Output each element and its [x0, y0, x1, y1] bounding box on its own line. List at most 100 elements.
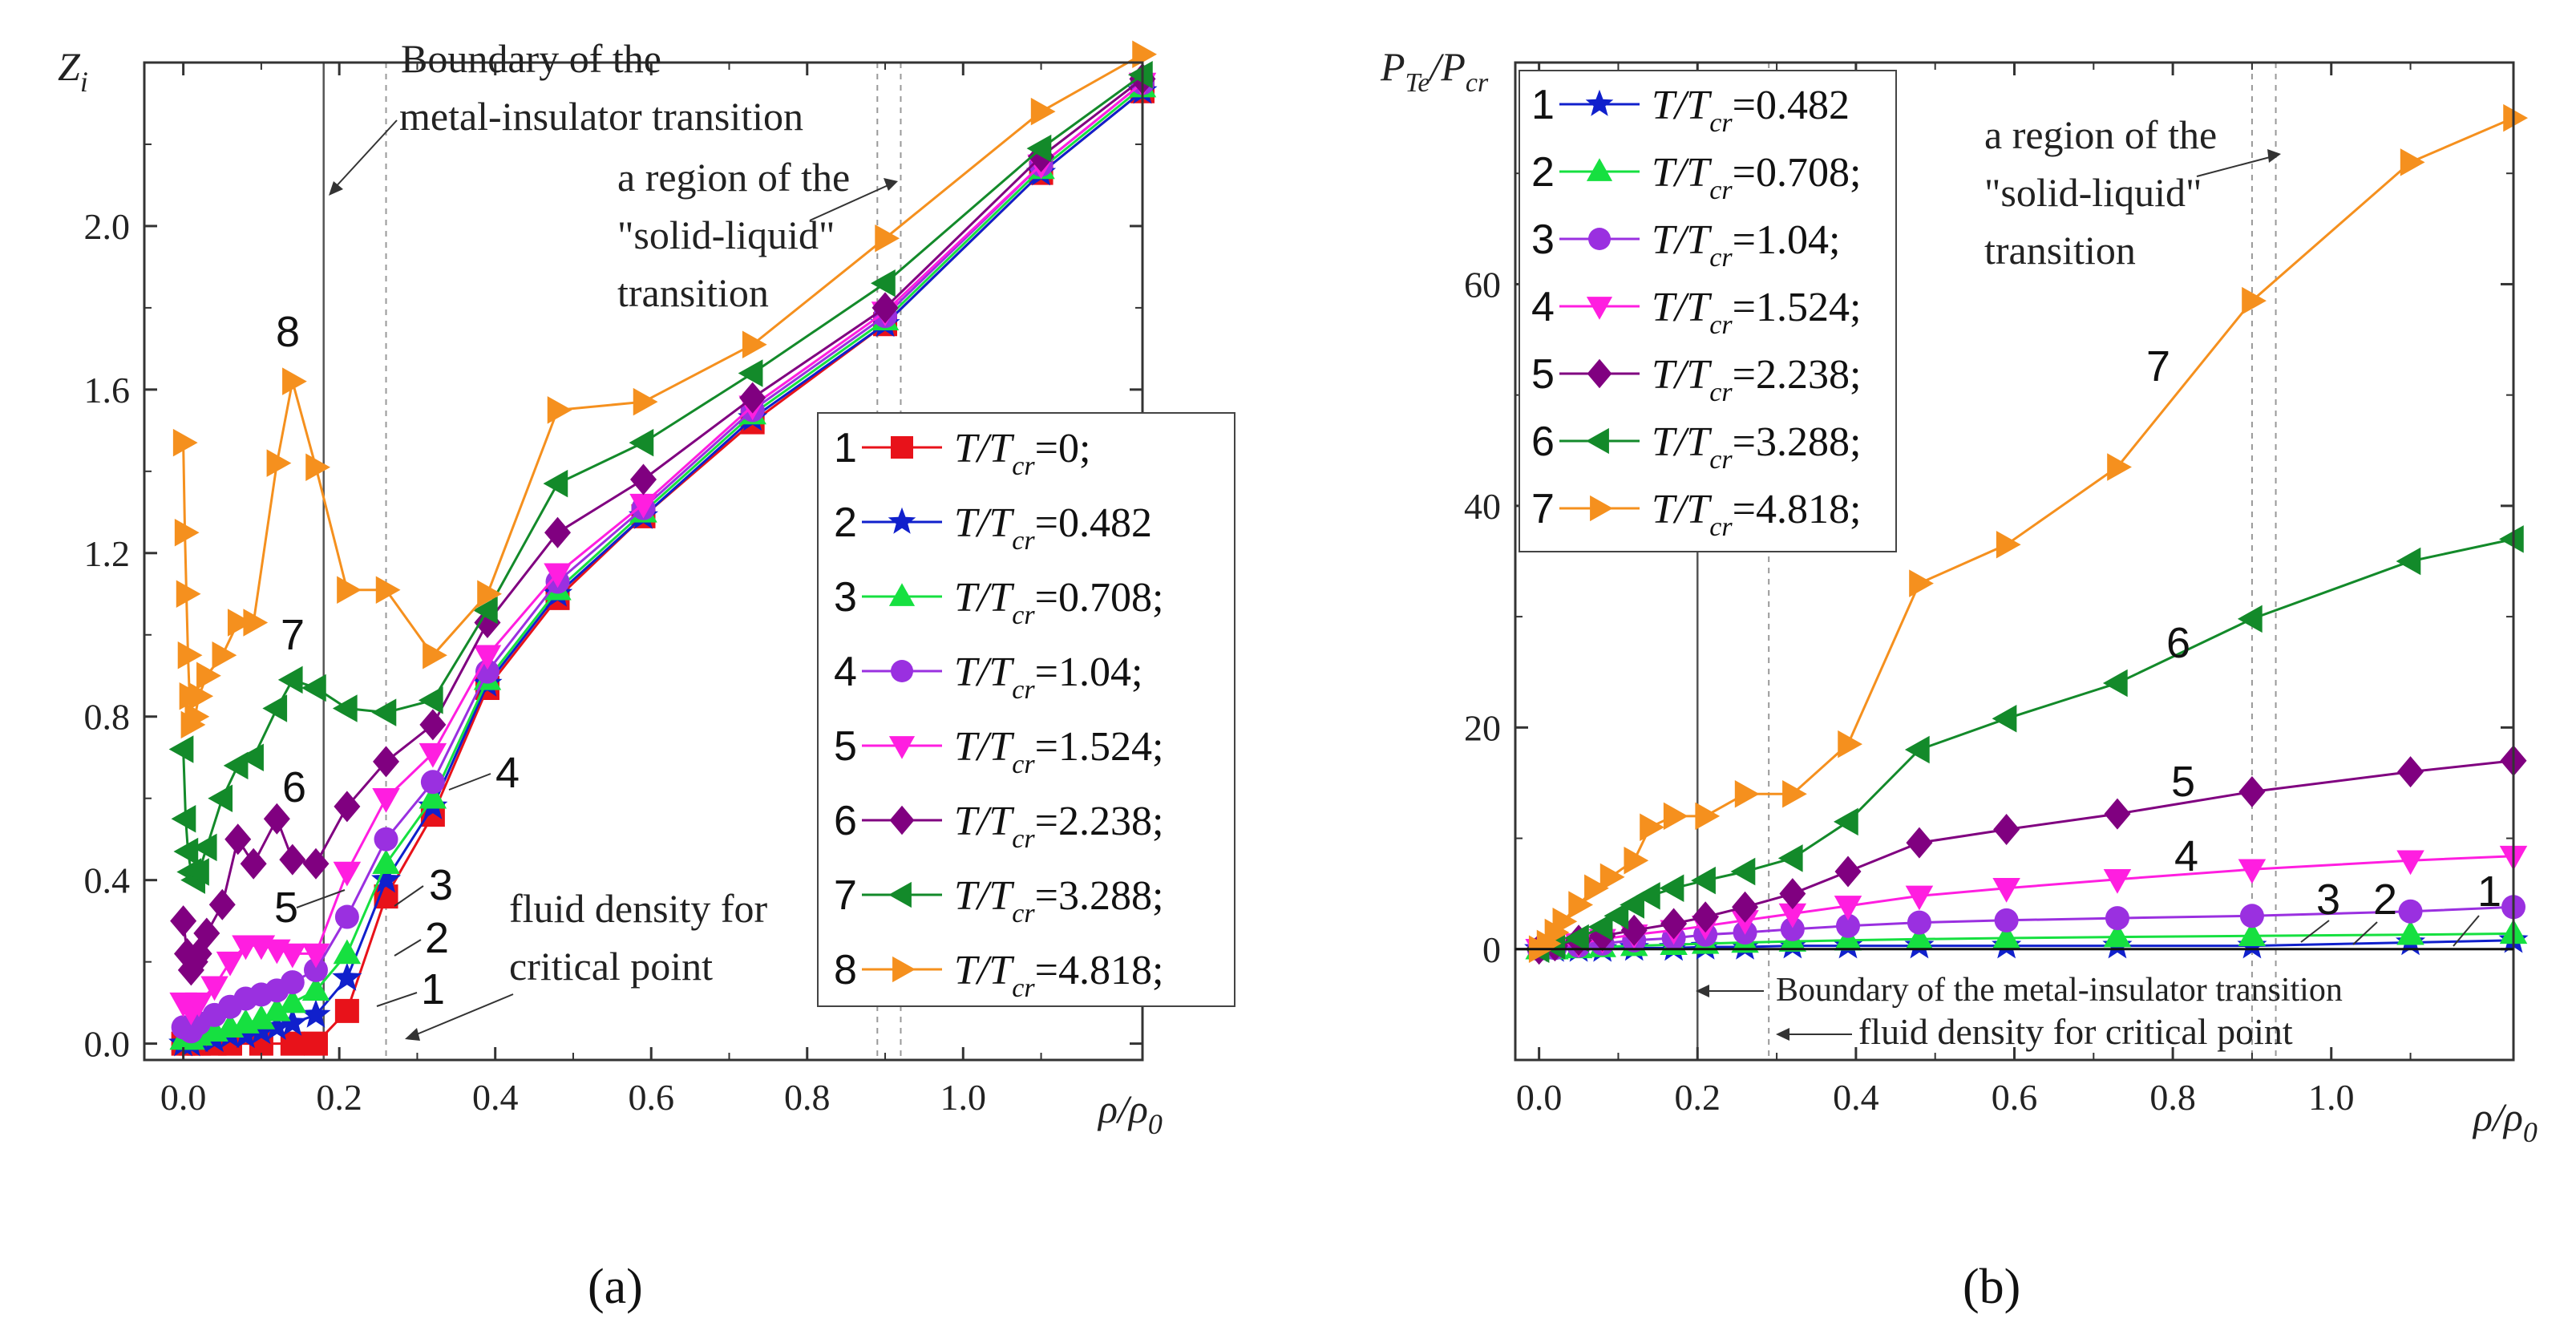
chart-a-series-8-point — [547, 396, 572, 424]
svg-text:1: 1 — [834, 425, 857, 471]
chart-b-series-5-point — [2238, 776, 2266, 808]
chart-a-series-7-point — [871, 269, 896, 297]
chart-b-series-7-point — [1782, 780, 1807, 808]
chart-b-series-2-point — [1834, 925, 1862, 951]
chart-b-series-6-point — [2237, 605, 2263, 633]
chart-a-series-8-point — [633, 387, 658, 416]
chart-a-series-8-point — [337, 576, 362, 604]
chart-a-curve-label-1: 1 — [421, 965, 445, 1013]
chart-b-series-4-point — [1992, 878, 2020, 903]
svg-text:4: 4 — [834, 649, 857, 695]
chart-b-series-2-point — [2396, 920, 2424, 945]
chart-a-series-7-point — [239, 743, 264, 771]
chart-b-xtick-label: 0.8 — [2149, 1077, 2196, 1118]
chart-a-series-5-point — [372, 787, 400, 813]
chart-a-legend-item-5: 5 T/Tcr=1.524; — [834, 723, 1163, 779]
chart-a-legend-marker — [892, 956, 916, 983]
chart-a: 0.0 0.2 0.4 0.6 0.8 1.00.00.40.81.21.62.0 Zi … — [58, 36, 1235, 1314]
chart-a-series-6-point — [240, 847, 267, 880]
chart-a-series-5-point — [544, 563, 572, 589]
svg-text:transition: transition — [1984, 228, 2136, 273]
chart-b-annotation-critical-point: fluid density for critical point — [1776, 1011, 2293, 1052]
chart-b-xtick-label: 0.4 — [1833, 1077, 1879, 1118]
svg-text:5: 5 — [834, 723, 857, 770]
chart-b-ytick-label: 0 — [1482, 929, 1501, 970]
chart-a-panel-label: (a) — [588, 1260, 643, 1314]
svg-text:T/Tcr=1.524;: T/Tcr=1.524; — [1652, 285, 1861, 340]
svg-text:T/Tcr=0.482: T/Tcr=0.482 — [954, 500, 1152, 556]
chart-a-curve-labels: 8 7 6 5 4 3 2 1 — [274, 308, 520, 1013]
chart-a-series-1-point — [280, 1031, 305, 1056]
chart-a-legend-item-6: 6 T/Tcr=2.238; — [834, 798, 1163, 854]
svg-text:T/Tcr=0;: T/Tcr=0; — [954, 426, 1090, 481]
chart-b-legend: 1 T/Tcr=0.482 2 T/Tcr=0.708; 3 T/Tcr=1.04; 4 T/… — [1519, 70, 1897, 552]
chart-a-legend-item-3: 3 T/Tcr=0.708; — [834, 574, 1163, 630]
chart-b-series-5-line — [1539, 759, 2514, 951]
chart-b-series-7-point — [1624, 846, 1649, 875]
svg-text:T/Tcr=4.818;: T/Tcr=4.818; — [954, 948, 1163, 1003]
svg-text:T/Tcr=0.708;: T/Tcr=0.708; — [954, 575, 1163, 630]
chart-a-series-2-point — [246, 1015, 277, 1045]
chart-a-series-5-point — [419, 742, 447, 768]
svg-text:8: 8 — [834, 947, 857, 993]
svg-text:transition: transition — [617, 270, 769, 315]
svg-text:a region of the: a region of the — [617, 155, 850, 200]
chart-a-series-7-point — [543, 469, 568, 498]
svg-text:"solid-liquid": "solid-liquid" — [1984, 170, 2202, 215]
chart-a-series-8-point — [1030, 97, 1056, 126]
chart-b-legend-item-1: 1 T/Tcr=0.482 — [1531, 82, 1850, 138]
chart-a-xlabel: ρ/ρ0 — [1097, 1086, 1163, 1140]
chart-a-series-8-point — [266, 449, 292, 477]
chart-b-legend-item-6: 6 T/Tcr=3.288; — [1531, 419, 1861, 475]
chart-a-annotation-boundary: Boundary of the metal-insulator transiti… — [329, 36, 803, 196]
chart-a-annotation-critical-point: fluid density for critical point — [405, 886, 768, 1041]
chart-a-series-6-point — [224, 823, 252, 856]
chart-b-series-5-point — [1779, 878, 1806, 910]
chart-a-legend-marker — [888, 881, 912, 908]
chart-a-series-6-point — [279, 843, 306, 876]
chart-a-series-7-point — [332, 694, 358, 722]
chart-b-xtick-label: 0.2 — [1675, 1077, 1721, 1118]
chart-a-legend-marker — [888, 583, 916, 606]
chart-b-legend-item-7: 7 T/Tcr=4.818; — [1531, 486, 1861, 542]
chart-b-series-3-point — [2239, 904, 2264, 928]
chart-a-series-7-point — [1128, 61, 1153, 89]
chart-b-series-3-point — [2398, 899, 2423, 924]
chart-a-series-7-point — [277, 665, 303, 694]
svg-text:T/Tcr=0.708;: T/Tcr=0.708; — [1652, 150, 1861, 205]
svg-text:Boundary of the metal-insulato: Boundary of the metal-insulator transiti… — [1776, 972, 2343, 1009]
chart-a-series-8-point — [282, 367, 307, 395]
chart-b-series-7-point — [2503, 103, 2528, 132]
chart-a-xtick-label: 0.8 — [784, 1077, 831, 1118]
chart-a-series-7-point — [171, 804, 196, 833]
chart-b-series-3-point — [1780, 916, 1805, 941]
chart-b-series-4-point — [1834, 896, 1862, 920]
chart-a-series-8-point — [423, 641, 447, 669]
chart-b-series-3-point — [1994, 908, 2019, 932]
chart-b-series-6-point — [1635, 882, 1660, 910]
svg-text:Boundary of the: Boundary of the — [401, 36, 661, 81]
chart-b-series-7-point — [1734, 780, 1760, 808]
chart-b-curve-label-4: 4 — [2174, 832, 2198, 880]
chart-a-series-3-point — [263, 996, 291, 1021]
chart-b-series-4-point — [2238, 859, 2267, 884]
chart-b-series-5-point — [1692, 901, 1719, 933]
chart-b-series-6-point — [1777, 844, 1803, 872]
chart-b-curve-label-7: 7 — [2146, 342, 2170, 390]
chart-b-legend-marker — [1586, 297, 1613, 320]
svg-text:7: 7 — [834, 872, 857, 919]
svg-text:6: 6 — [1531, 419, 1555, 465]
chart-a-series-5-point — [200, 976, 228, 1001]
chart-b-series-7-point — [1695, 802, 1721, 831]
svg-text:T/Tcr=2.238;: T/Tcr=2.238; — [1652, 352, 1861, 407]
svg-text:T/Tcr=2.238;: T/Tcr=2.238; — [954, 799, 1163, 854]
chart-a-legend-item-2: 2 T/Tcr=0.482 — [834, 500, 1152, 556]
chart-a-series-6-point — [871, 292, 899, 324]
chart-b-legend-marker — [1586, 427, 1609, 455]
chart-a-series-6-point — [193, 917, 220, 949]
chart-b-series-6-point — [2499, 525, 2524, 553]
chart-a-series-5-point — [184, 992, 213, 1017]
chart-a-series-3-point — [247, 1005, 276, 1029]
chart-a-series-8-point — [243, 609, 269, 637]
chart-a-xtick-label: 0.4 — [472, 1077, 519, 1118]
